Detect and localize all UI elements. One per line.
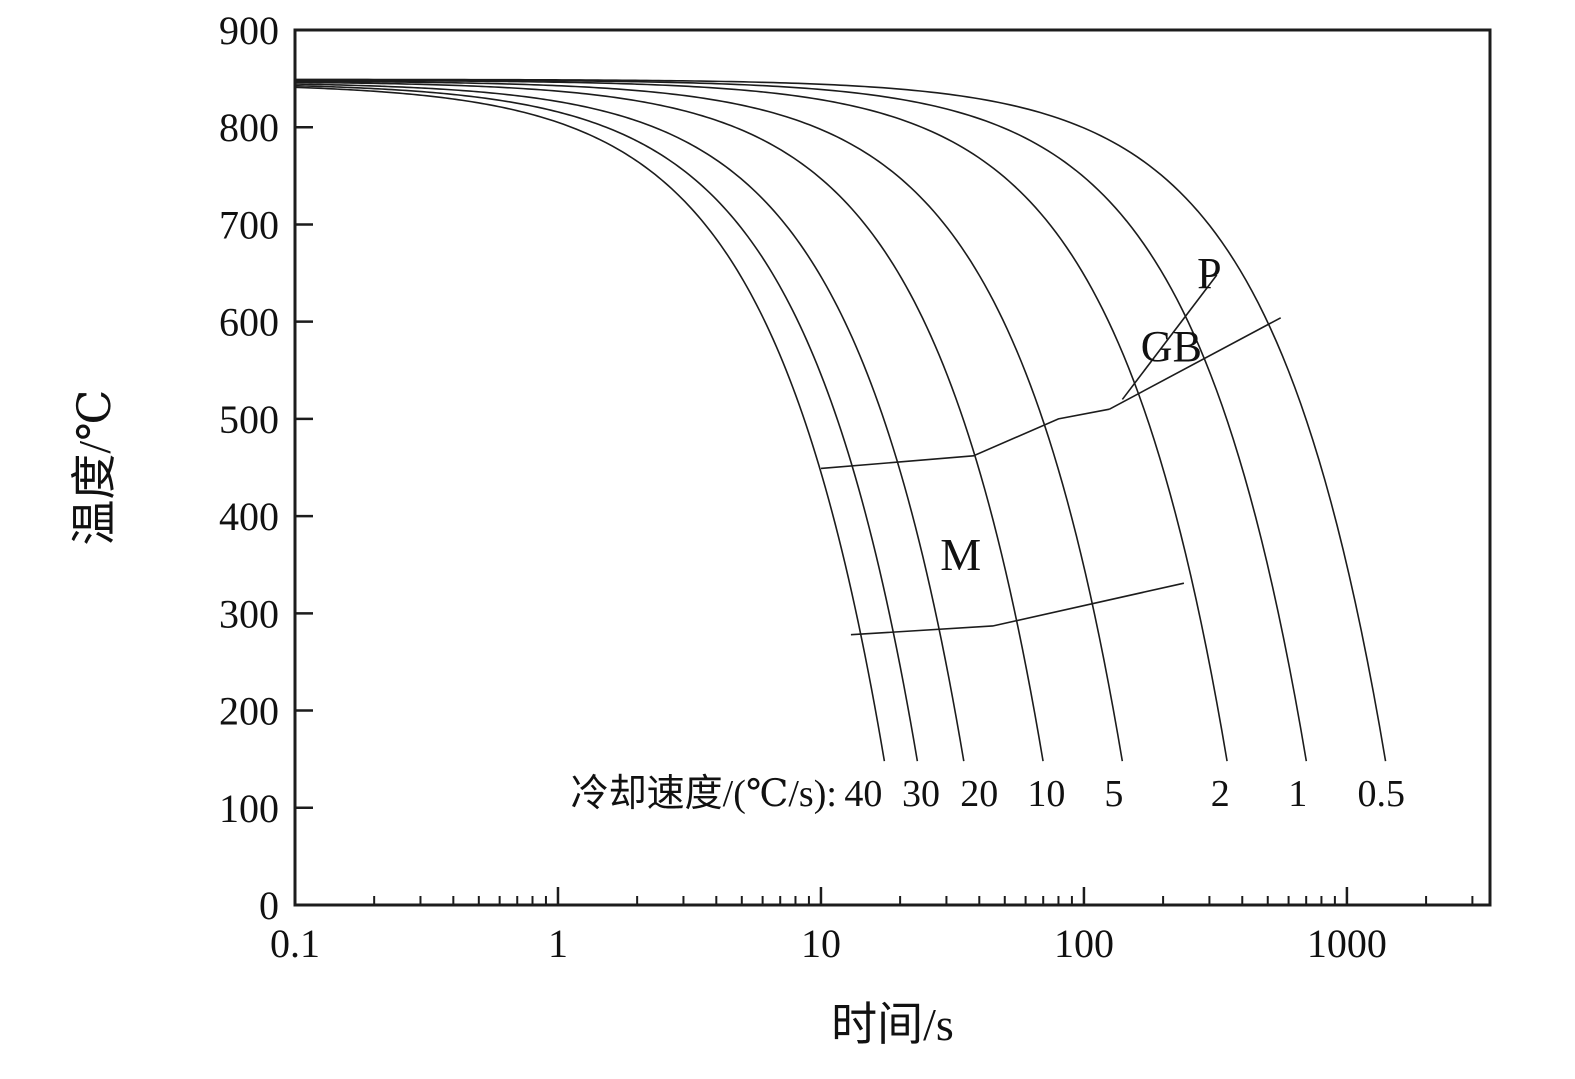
rate-label-20: 20: [960, 773, 998, 815]
rate-label-10: 10: [1027, 773, 1065, 815]
x-axis-title: 时间/s: [831, 999, 954, 1050]
y-tick-label: 800: [219, 105, 279, 150]
cooling-curve-rate-30: [294, 84, 919, 762]
cooling-rate-annotation: 冷却速度/(℃/s): 40 30 20 10 5 2 1 0.5: [571, 773, 1405, 815]
y-tick-label: 900: [219, 8, 279, 53]
y-tick-label: 100: [219, 786, 279, 831]
boundary-gb-upper: [1109, 317, 1282, 410]
rate-label-5: 5: [1104, 773, 1123, 815]
axis-tick-labels: 0.1 1 10 100 1000 0 100 200 300 400 500 600 700 800 90…: [219, 8, 1387, 966]
y-tick-label: 700: [219, 202, 279, 247]
cooling-curve-rate-2: [294, 79, 1228, 762]
rate-label-1: 1: [1288, 773, 1307, 815]
rate-label-40: 40: [844, 773, 882, 815]
rate-label-30: 30: [902, 773, 940, 815]
y-axis-title: 温度/℃: [69, 389, 120, 545]
y-tick-label: 200: [219, 689, 279, 734]
y-tick-label: 300: [219, 591, 279, 636]
cooling-curve-rate-0.5: [295, 78, 1387, 762]
boundary-pearlite-start: [1121, 274, 1218, 400]
y-tick-label: 500: [219, 397, 279, 442]
y-tick-label: 400: [219, 494, 279, 539]
cooling-curve-rate-20: [294, 83, 965, 762]
phase-labels: M GB P: [940, 249, 1221, 580]
cooling-curve-rate-40: [294, 86, 886, 762]
x-tick-label: 100: [1054, 921, 1114, 966]
plot-frame: [293, 28, 1492, 907]
cooling-curve-rate-1: [295, 79, 1308, 762]
x-tick-label: 1: [548, 921, 568, 966]
cooling-rate-prefix: 冷却速度/(℃/s):: [571, 773, 837, 815]
phase-label-P: P: [1197, 249, 1221, 298]
x-tick-label: 1000: [1307, 921, 1387, 966]
axis-ticks: [293, 28, 1474, 907]
x-tick-label: 0.1: [270, 921, 320, 966]
phase-boundaries: [820, 274, 1282, 636]
rate-label-0.5: 0.5: [1357, 773, 1405, 815]
cooling-curve-rate-10: [294, 81, 1044, 762]
boundary-martensite-start: [850, 582, 1185, 636]
boundary-bainite-start: [820, 408, 1110, 470]
cooling-curves: [294, 78, 1387, 762]
phase-label-M: M: [940, 529, 981, 580]
rate-label-2: 2: [1211, 773, 1230, 815]
phase-label-GB: GB: [1141, 322, 1202, 371]
y-tick-label: 600: [219, 300, 279, 345]
cooling-curve-rate-5: [294, 80, 1124, 762]
x-tick-label: 10: [801, 921, 841, 966]
y-tick-label: 0: [259, 883, 279, 928]
